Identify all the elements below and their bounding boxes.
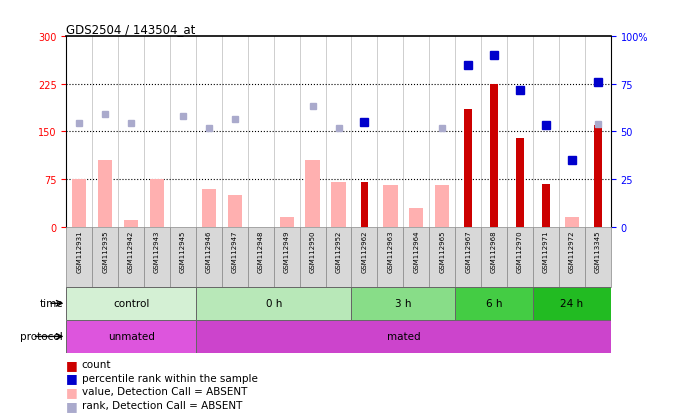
Bar: [98, 161, 112, 227]
Bar: [196, 320, 611, 353]
Bar: [332, 183, 346, 227]
Text: GSM112945: GSM112945: [180, 230, 186, 273]
Bar: [352, 227, 378, 287]
Text: GSM113345: GSM113345: [595, 230, 601, 273]
Bar: [585, 227, 611, 287]
Bar: [66, 227, 92, 287]
Bar: [565, 218, 579, 227]
Text: GSM112931: GSM112931: [76, 230, 82, 273]
Text: time: time: [39, 299, 63, 309]
Bar: [352, 287, 455, 320]
Text: 6 h: 6 h: [486, 299, 503, 309]
Bar: [490, 85, 498, 227]
Bar: [378, 227, 403, 287]
Text: GSM112943: GSM112943: [154, 230, 160, 273]
Text: rank, Detection Call = ABSENT: rank, Detection Call = ABSENT: [82, 400, 242, 410]
Bar: [507, 227, 533, 287]
Bar: [150, 180, 164, 227]
Text: GSM112948: GSM112948: [258, 230, 264, 273]
Bar: [228, 195, 242, 227]
Text: ■: ■: [66, 385, 78, 398]
Bar: [66, 287, 196, 320]
Text: GSM112972: GSM112972: [569, 230, 575, 273]
Bar: [222, 227, 248, 287]
Bar: [481, 227, 507, 287]
Bar: [202, 189, 216, 227]
Bar: [464, 110, 472, 227]
Text: GSM112962: GSM112962: [362, 230, 367, 273]
Bar: [196, 287, 352, 320]
Bar: [274, 227, 299, 287]
Text: ■: ■: [66, 371, 78, 385]
Text: GSM112946: GSM112946: [206, 230, 212, 273]
Bar: [403, 227, 429, 287]
Bar: [92, 227, 118, 287]
Bar: [196, 227, 222, 287]
Text: GSM112942: GSM112942: [128, 230, 134, 273]
Bar: [248, 227, 274, 287]
Text: 0 h: 0 h: [265, 299, 282, 309]
Text: GSM112935: GSM112935: [102, 230, 108, 273]
Text: GSM112967: GSM112967: [465, 230, 471, 273]
Text: GSM112963: GSM112963: [387, 230, 394, 273]
Text: GSM112970: GSM112970: [517, 230, 523, 273]
Bar: [170, 227, 196, 287]
Bar: [455, 227, 481, 287]
Bar: [118, 227, 144, 287]
Bar: [594, 126, 602, 227]
Text: unmated: unmated: [107, 332, 154, 342]
Bar: [559, 227, 585, 287]
Bar: [435, 186, 450, 227]
Bar: [516, 138, 524, 227]
Bar: [429, 227, 455, 287]
Text: count: count: [82, 359, 111, 369]
Text: GSM112971: GSM112971: [543, 230, 549, 273]
Bar: [383, 186, 398, 227]
Bar: [124, 221, 138, 227]
Text: control: control: [113, 299, 149, 309]
Text: GSM112965: GSM112965: [439, 230, 445, 273]
Text: mated: mated: [387, 332, 420, 342]
Text: GSM112964: GSM112964: [413, 230, 419, 273]
Text: GSM112952: GSM112952: [336, 230, 341, 273]
Bar: [72, 180, 87, 227]
Bar: [361, 183, 369, 227]
Text: 24 h: 24 h: [560, 299, 584, 309]
Bar: [325, 227, 352, 287]
Text: GDS2504 / 143504_at: GDS2504 / 143504_at: [66, 23, 195, 36]
Text: GSM112949: GSM112949: [283, 230, 290, 273]
Bar: [144, 227, 170, 287]
Text: percentile rank within the sample: percentile rank within the sample: [82, 373, 258, 383]
Bar: [533, 287, 611, 320]
Bar: [409, 208, 424, 227]
Text: GSM112947: GSM112947: [232, 230, 238, 273]
Bar: [279, 218, 294, 227]
Text: ■: ■: [66, 358, 78, 371]
Text: GSM112968: GSM112968: [491, 230, 497, 273]
Bar: [66, 320, 196, 353]
Text: ■: ■: [66, 399, 78, 412]
Bar: [306, 161, 320, 227]
Text: protocol: protocol: [20, 332, 63, 342]
Bar: [533, 227, 559, 287]
Bar: [299, 227, 325, 287]
Bar: [455, 287, 533, 320]
Text: 3 h: 3 h: [395, 299, 412, 309]
Text: GSM112950: GSM112950: [310, 230, 315, 273]
Text: value, Detection Call = ABSENT: value, Detection Call = ABSENT: [82, 387, 247, 396]
Bar: [542, 184, 550, 227]
